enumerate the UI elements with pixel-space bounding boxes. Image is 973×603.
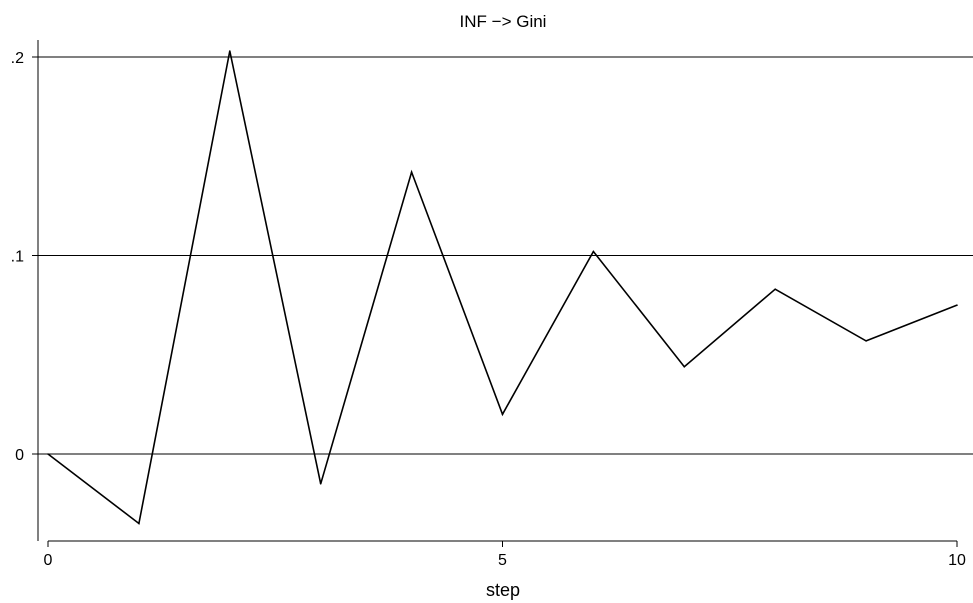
- y-tick-label: .1: [11, 249, 24, 266]
- x-tick-label: 5: [498, 552, 507, 569]
- y-axis-ticks: 0 .1 .2: [11, 50, 38, 464]
- y-tick-label: .2: [11, 50, 24, 67]
- data-point: [319, 482, 322, 485]
- data-point: [774, 288, 776, 291]
- series-layer: [47, 50, 958, 525]
- data-point: [229, 50, 231, 52]
- data-point: [410, 171, 413, 173]
- data-point: [683, 365, 686, 368]
- data-point: [47, 453, 49, 455]
- data-point: [501, 413, 504, 416]
- x-axis-label: step: [486, 580, 520, 600]
- data-point: [956, 304, 958, 306]
- gridlines: [38, 56, 973, 455]
- x-tick-label: 0: [44, 552, 53, 569]
- data-point: [592, 250, 595, 253]
- data-point: [138, 522, 140, 525]
- x-tick-label: 10: [948, 552, 966, 569]
- x-axis-ticks: 0 5 10: [44, 541, 966, 569]
- data-point: [865, 340, 867, 342]
- y-tick-label: 0: [15, 447, 24, 464]
- chart-title: INF −> Gini: [460, 12, 547, 31]
